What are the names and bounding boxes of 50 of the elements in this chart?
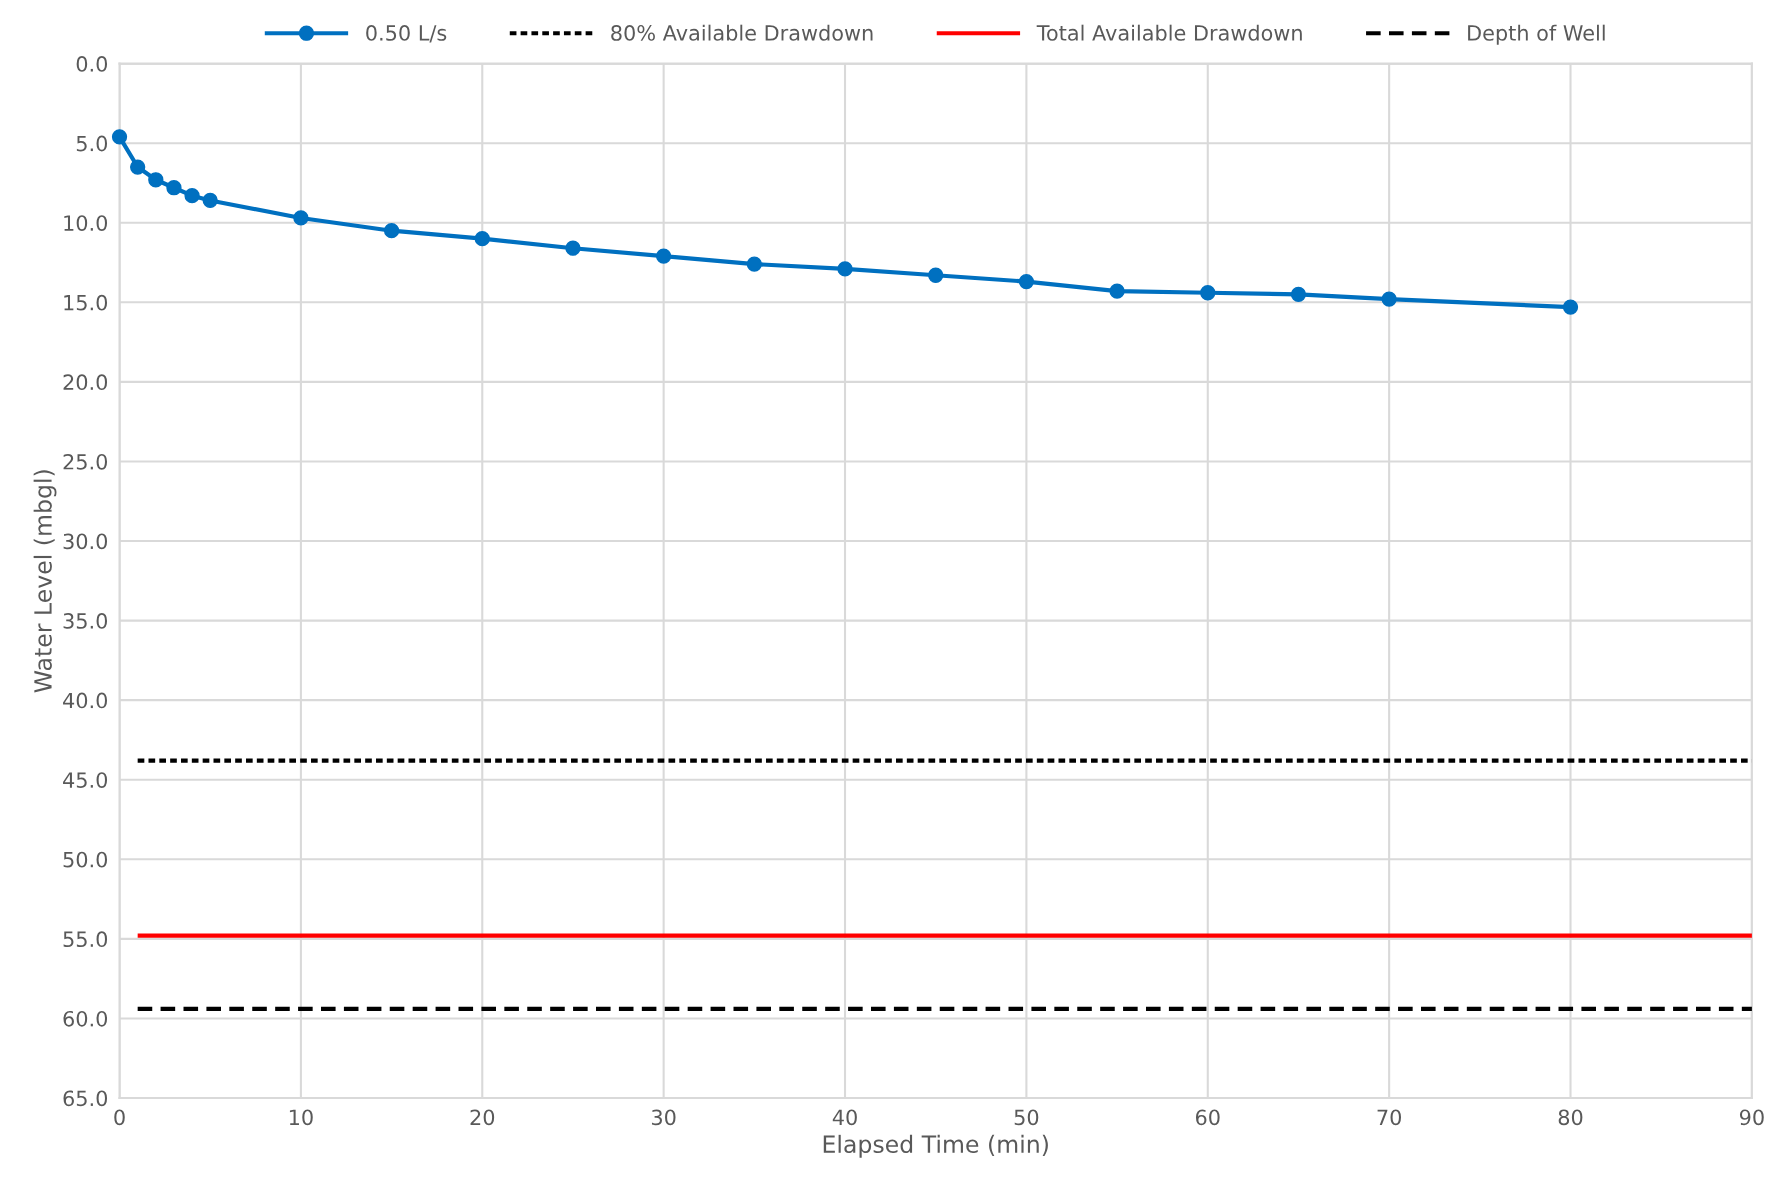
point	[111, 129, 128, 145]
x-tick-label: 90	[1739, 1109, 1764, 1126]
y-tick-label: 15.0	[64, 294, 108, 311]
point	[148, 172, 164, 188]
x-axis-title: Elapsed Time (min)	[823, 1134, 1048, 1158]
y-tick-label: 30.0	[63, 533, 108, 550]
y-tick-label: 55.0	[63, 931, 108, 948]
y-tick-label: 10.0	[64, 215, 108, 231]
x-tick-label: 80	[1558, 1109, 1583, 1126]
point	[130, 159, 146, 175]
y-tick-label: 45.0	[63, 772, 108, 788]
x-tick-label: 70	[1377, 1109, 1402, 1126]
x-tick-label: 30	[651, 1109, 676, 1126]
point	[293, 210, 309, 226]
point	[656, 248, 672, 264]
legend-label: 0.50 L/s	[366, 25, 447, 43]
point	[1018, 273, 1035, 290]
point	[383, 223, 400, 239]
y-tick-label: 20.0	[63, 374, 108, 391]
x-tick-label: 20	[470, 1109, 495, 1126]
x-tick-label: 50	[1014, 1109, 1039, 1126]
x-tick-label: 0	[114, 1109, 125, 1126]
y-tick-label: 5.0	[76, 135, 108, 152]
point	[184, 188, 200, 204]
point	[1562, 299, 1579, 315]
point	[1290, 286, 1307, 302]
x-tick-label: 10	[289, 1109, 313, 1126]
y-tick-label: 0.0	[76, 56, 108, 72]
legend-label: Depth of Well	[1468, 24, 1605, 45]
y-tick-label: 65.0	[63, 1090, 108, 1107]
point	[928, 267, 944, 283]
y-axis-title: Water Level (mbgl)	[33, 470, 57, 693]
y-tick-label: 40.0	[63, 692, 108, 709]
point	[202, 192, 218, 209]
y-tick-label: 25.0	[63, 453, 108, 470]
point	[474, 231, 490, 247]
point	[1381, 291, 1397, 307]
x-tick-label: 40	[832, 1109, 857, 1126]
y-tick-label: 50.0	[63, 851, 108, 868]
legend-label: Total Available Drawdown	[1036, 24, 1302, 41]
x-tick-label: 60	[1195, 1109, 1220, 1126]
point	[746, 256, 762, 272]
point	[1200, 285, 1216, 301]
point	[565, 240, 581, 256]
y-tick-label: 35.0	[63, 613, 108, 629]
point	[1109, 283, 1125, 299]
y-tick-label: 60.0	[63, 1010, 108, 1027]
point	[166, 180, 182, 196]
point	[837, 261, 853, 277]
legend-label: 80% Available Drawdown	[611, 24, 873, 41]
